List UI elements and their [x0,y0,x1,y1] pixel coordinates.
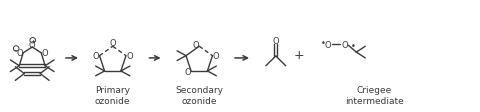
Text: Secondary
ozonide: Secondary ozonide [175,86,223,105]
Text: O: O [41,48,48,57]
Text: +: + [30,38,36,43]
Text: O: O [324,40,331,49]
Text: −: − [13,47,19,52]
Text: O: O [93,51,99,60]
Circle shape [13,46,19,52]
Text: O: O [16,48,23,57]
Text: O: O [109,39,116,48]
Text: O: O [184,68,191,77]
Circle shape [30,38,36,44]
Text: O: O [126,51,133,60]
Text: •: • [351,41,356,50]
Text: Criegee
intermediate: Criegee intermediate [345,86,404,105]
Text: O: O [341,40,348,49]
Text: O: O [273,37,279,46]
Text: +: + [293,48,304,61]
Text: O: O [29,40,36,49]
Text: •: • [321,39,326,47]
Text: O: O [213,51,219,60]
Text: Primary
ozonide: Primary ozonide [95,86,131,105]
Text: O: O [192,41,199,50]
